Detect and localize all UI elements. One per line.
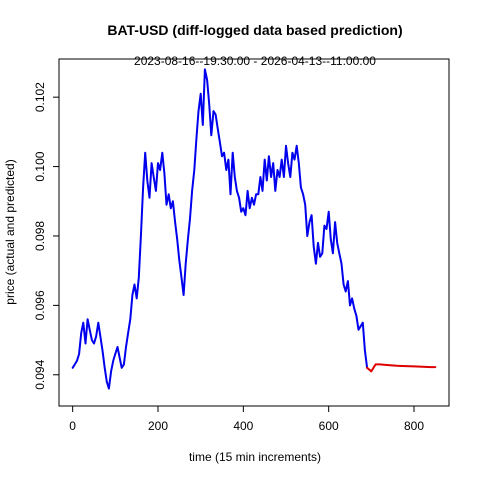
- chart-subtitle: 2023-08-16--19:30:00 - 2026-04-13--11:00…: [134, 54, 376, 68]
- y-tick-label: 0.100: [33, 151, 47, 181]
- x-tick-label: 600: [319, 419, 339, 433]
- y-axis: 0.094 0.096 0.098 0.100 0.102: [33, 82, 60, 390]
- actual-price-line: [71, 68, 369, 390]
- y-tick-label: 0.102: [33, 82, 47, 112]
- y-tick-label: 0.098: [33, 221, 47, 251]
- x-tick-label: 200: [148, 419, 168, 433]
- y-tick-label: 0.094: [33, 359, 47, 389]
- series-group: [71, 68, 437, 390]
- chart-title: BAT-USD (diff-logged data based predicti…: [107, 22, 402, 38]
- x-tick-label: 800: [404, 419, 424, 433]
- x-tick-label: 400: [233, 419, 253, 433]
- y-tick-label: 0.096: [33, 290, 47, 320]
- x-axis-label: time (15 min increments): [189, 450, 321, 464]
- x-tick-label: 0: [69, 419, 76, 433]
- x-axis: 0 200 400 600 800: [69, 405, 424, 433]
- predicted-price-line: [366, 363, 437, 373]
- y-axis-label: price (actual and predicted): [3, 159, 17, 304]
